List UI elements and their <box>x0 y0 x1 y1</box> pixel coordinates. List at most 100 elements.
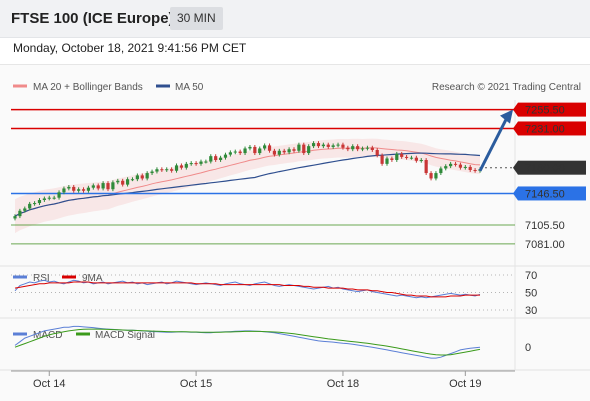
resistance-level-label: 7231.00 <box>525 123 565 135</box>
projection-arrow <box>478 114 510 172</box>
candle-body <box>184 163 188 168</box>
candle-body <box>77 189 81 191</box>
candle-body <box>272 150 277 155</box>
rsi-tick-label: 50 <box>525 288 537 300</box>
current-level-label: 7180.00 <box>525 163 565 175</box>
rsi-panel: RSI 9MA 70 50 30 <box>11 270 537 317</box>
support-badge-pointer <box>513 186 518 201</box>
candle-body <box>72 186 76 191</box>
bollinger-legend-label: MA 20 + Bollinger Bands <box>33 82 143 93</box>
candle-body <box>297 144 301 151</box>
candle-body <box>165 169 169 171</box>
resistance-level-badge <box>518 121 586 136</box>
candle-body <box>140 175 144 179</box>
candle-body <box>458 164 463 168</box>
candle-body <box>316 143 321 147</box>
candle-body <box>414 157 418 161</box>
candle-body <box>326 144 330 147</box>
candle-body <box>57 192 61 198</box>
candle-body <box>228 152 232 155</box>
candle-body <box>106 183 110 190</box>
time-tick-label: Oct 19 <box>449 378 481 390</box>
chart-frame <box>0 64 590 401</box>
candle-body <box>404 156 409 158</box>
candle-body <box>302 144 306 154</box>
macd-signal-legend-label: MACD Signal <box>95 330 155 341</box>
candle-body <box>37 200 42 204</box>
candle-body <box>204 161 208 163</box>
timeframe-button[interactable]: 30 MIN <box>170 7 223 30</box>
candle-body <box>409 157 414 159</box>
candle-body <box>199 161 203 164</box>
time-axis: Oct 14 Oct 15 Oct 18 Oct 19 <box>11 370 515 390</box>
candle-body <box>434 173 438 179</box>
time-tick-label: Oct 14 <box>33 378 65 390</box>
candle-body <box>130 179 135 181</box>
candle-body <box>170 169 174 171</box>
candle-body <box>311 143 316 147</box>
candle-body <box>91 185 95 188</box>
candle-body <box>360 148 365 150</box>
macd-signal-line <box>14 328 481 356</box>
candle-body <box>390 158 394 160</box>
candle-body <box>331 145 335 147</box>
candle-body <box>18 210 22 217</box>
candle-body <box>223 154 228 158</box>
candle-body <box>400 153 404 157</box>
candle-body <box>365 147 370 149</box>
candle-body <box>282 150 286 153</box>
candle-body <box>155 169 159 172</box>
candle-body <box>116 180 120 183</box>
candle-body <box>111 182 115 190</box>
macd-panel: MACD MACD Signal 0 <box>13 325 531 359</box>
candle-body <box>121 180 125 185</box>
candle-body <box>321 144 325 147</box>
bollinger-band <box>14 138 481 234</box>
time-tick-label: Oct 18 <box>327 378 359 390</box>
candle-body <box>463 166 467 168</box>
support-level-label: 7146.50 <box>525 188 565 200</box>
resistance-badge-pointer <box>513 121 518 136</box>
candle-body <box>13 216 17 219</box>
candle-body <box>473 170 477 171</box>
candle-body <box>351 146 355 150</box>
resistance-badge-pointer <box>513 102 518 117</box>
candle-body <box>444 166 448 169</box>
support-level-badge <box>518 186 586 201</box>
candle-body <box>449 163 453 167</box>
rsi-tick-label: 70 <box>525 270 537 282</box>
candle-body <box>194 163 198 165</box>
credit-label: Research © 2021 Trading Central <box>432 82 581 93</box>
candle-body <box>96 185 100 189</box>
candle-body <box>419 160 423 161</box>
candle-body <box>174 165 179 171</box>
candle-body <box>356 146 360 150</box>
candle-body <box>47 197 51 199</box>
candle-body <box>233 151 237 153</box>
candle-body <box>346 147 350 150</box>
candle-body <box>453 163 458 165</box>
target-level-label: 7105.50 <box>525 220 565 232</box>
candle-body <box>258 148 262 154</box>
candle-body <box>253 146 257 154</box>
candle-body <box>277 150 281 155</box>
candle-body <box>189 163 193 165</box>
candle-body <box>135 175 139 180</box>
candle-body <box>218 157 223 160</box>
candle-body <box>370 147 374 150</box>
candle-body <box>81 189 86 191</box>
macd-tick-label: 0 <box>525 342 531 354</box>
candle-body <box>52 197 56 199</box>
candle-body <box>287 149 291 153</box>
candle-body <box>307 146 311 154</box>
candle-body <box>62 188 66 193</box>
candle-body <box>214 156 218 160</box>
candle-body <box>101 183 105 189</box>
target-level-label: 7081.00 <box>525 239 565 251</box>
candle-body <box>468 166 472 170</box>
candle-body <box>385 158 389 164</box>
chart-header: FTSE 100 (ICE Europe) 30 MIN <box>0 0 590 38</box>
candle-body <box>145 173 149 179</box>
candlesticks <box>13 109 513 221</box>
